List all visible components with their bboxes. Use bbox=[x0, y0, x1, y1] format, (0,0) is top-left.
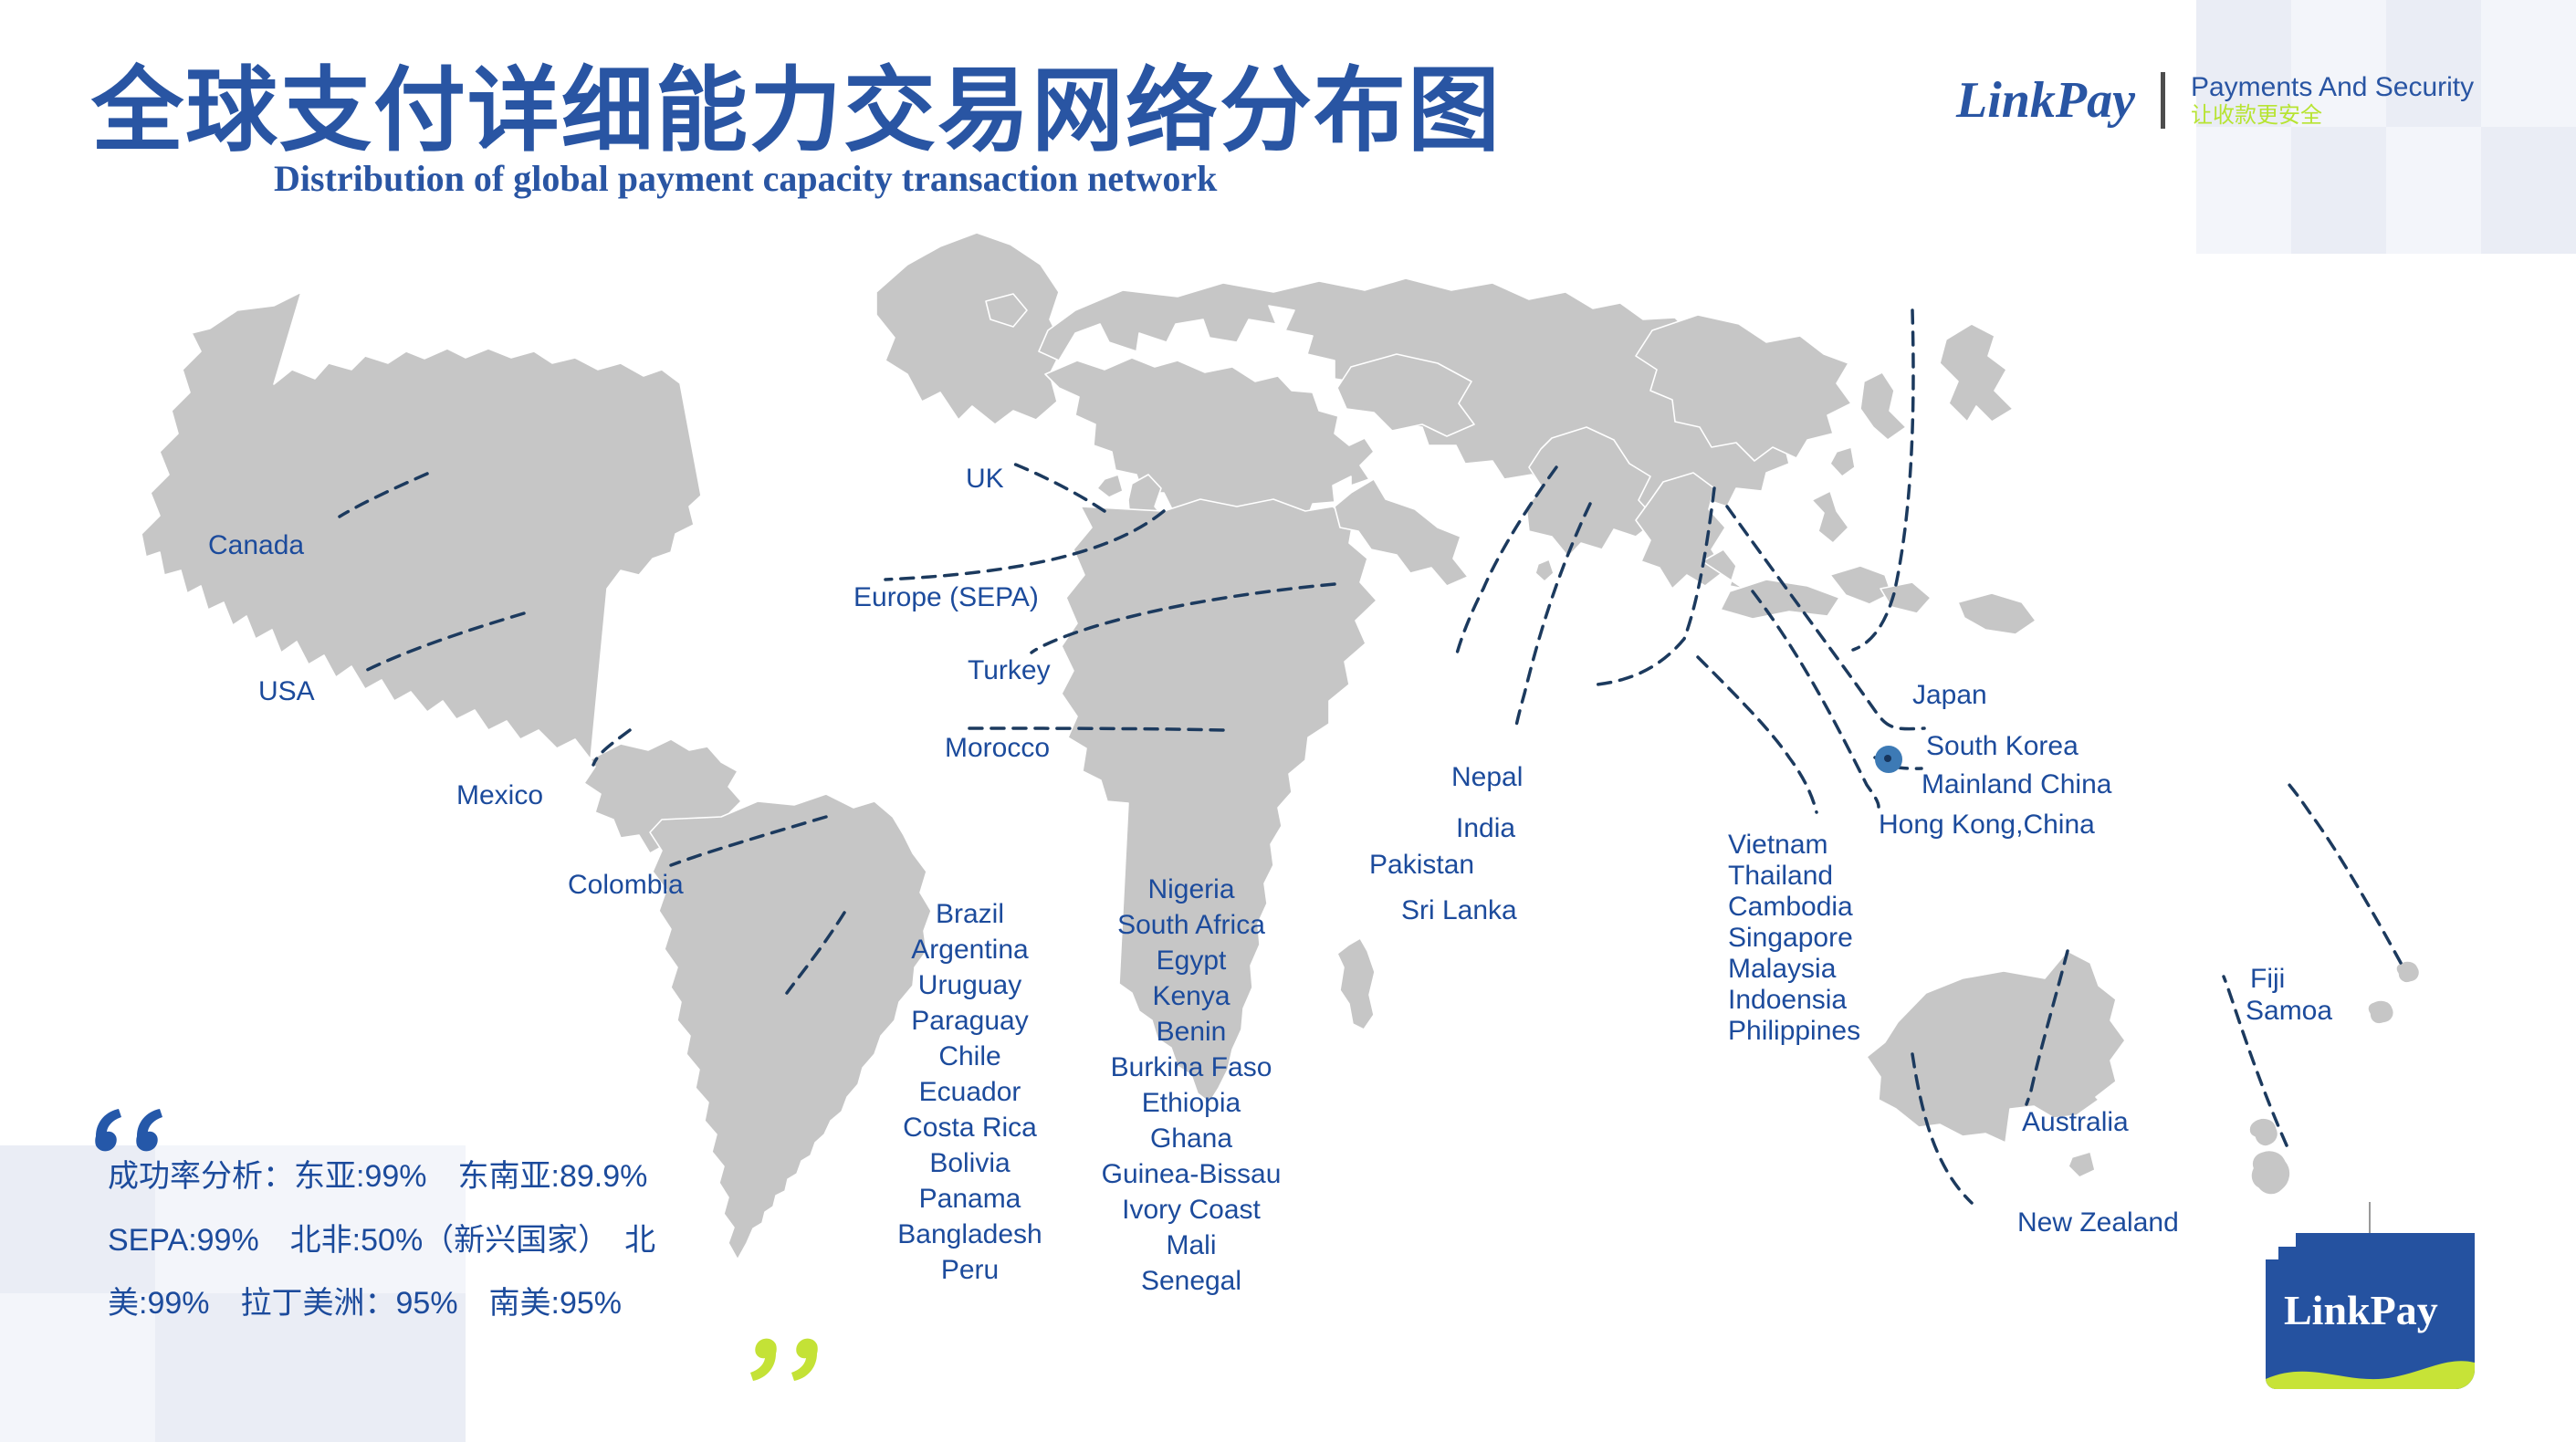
svg-text:LinkPay: LinkPay bbox=[2284, 1287, 2438, 1333]
